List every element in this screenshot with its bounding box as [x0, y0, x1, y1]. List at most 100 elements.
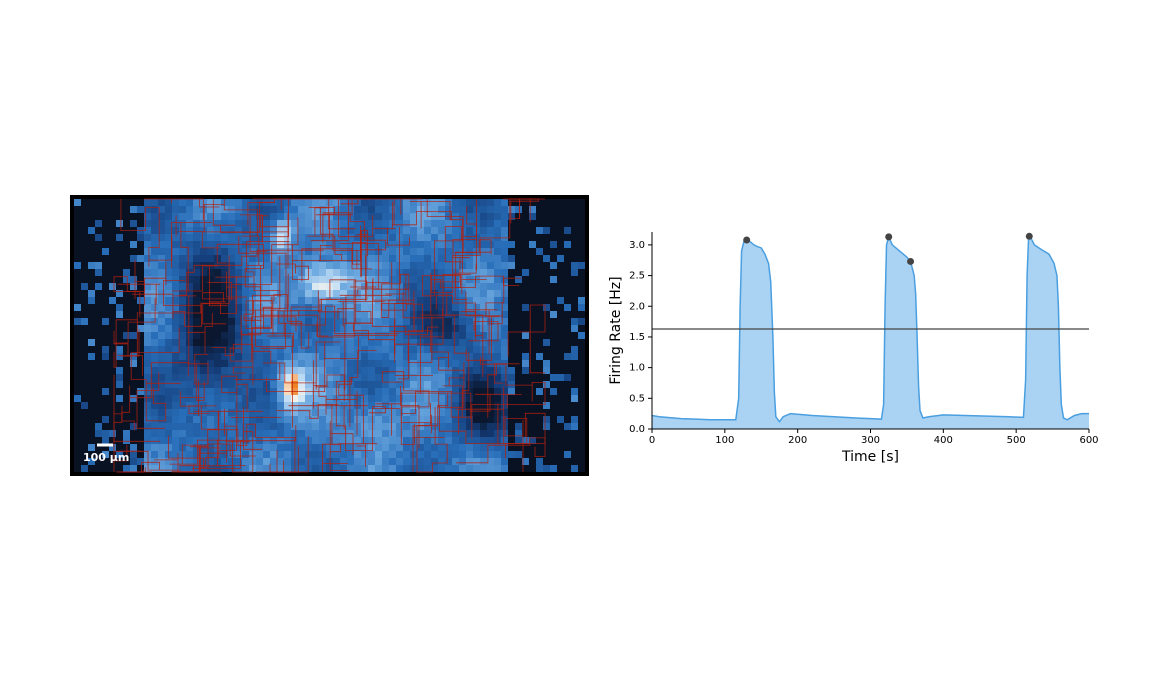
image-pixel: [529, 353, 536, 360]
image-pixel: [347, 248, 354, 255]
image-pixel: [172, 199, 179, 206]
image-pixel: [571, 248, 578, 255]
image-pixel: [480, 269, 487, 276]
image-pixel: [81, 437, 88, 444]
image-pixel: [431, 311, 438, 318]
image-pixel: [347, 346, 354, 353]
image-pixel: [347, 304, 354, 311]
image-pixel: [116, 402, 123, 409]
image-pixel: [445, 402, 452, 409]
image-pixel: [410, 458, 417, 465]
image-pixel: [137, 283, 144, 290]
image-pixel: [431, 416, 438, 423]
image-pixel: [172, 227, 179, 234]
image-pixel: [571, 311, 578, 318]
image-pixel: [109, 220, 116, 227]
image-pixel: [494, 381, 501, 388]
image-pixel: [494, 227, 501, 234]
image-pixel: [207, 381, 214, 388]
image-pixel: [361, 451, 368, 458]
image-pixel: [130, 332, 137, 339]
image-pixel: [354, 213, 361, 220]
image-pixel: [81, 367, 88, 374]
image-pixel: [473, 339, 480, 346]
image-pixel: [543, 437, 550, 444]
image-pixel: [368, 465, 375, 472]
image-pixel: [557, 332, 564, 339]
image-pixel: [172, 206, 179, 213]
image-pixel: [382, 325, 389, 332]
image-pixel: [347, 451, 354, 458]
image-pixel: [424, 234, 431, 241]
image-pixel: [319, 430, 326, 437]
image-pixel: [95, 290, 102, 297]
image-pixel: [207, 458, 214, 465]
image-pixel: [473, 360, 480, 367]
image-pixel: [438, 325, 445, 332]
image-pixel: [172, 339, 179, 346]
image-pixel: [424, 353, 431, 360]
image-pixel: [368, 269, 375, 276]
image-pixel: [179, 360, 186, 367]
image-pixel: [382, 248, 389, 255]
image-pixel: [88, 388, 95, 395]
image-pixel: [494, 374, 501, 381]
image-pixel: [340, 325, 347, 332]
image-pixel: [536, 416, 543, 423]
image-pixel: [515, 283, 522, 290]
image-pixel: [326, 206, 333, 213]
image-pixel: [298, 395, 305, 402]
image-pixel: [529, 430, 536, 437]
image-pixel: [578, 234, 585, 241]
image-pixel: [571, 206, 578, 213]
image-pixel: [431, 451, 438, 458]
image-pixel: [417, 409, 424, 416]
image-pixel: [522, 255, 529, 262]
image-pixel: [214, 360, 221, 367]
image-pixel: [270, 423, 277, 430]
image-pixel: [319, 283, 326, 290]
image-pixel: [326, 262, 333, 269]
image-pixel: [501, 304, 508, 311]
image-pixel: [144, 206, 151, 213]
image-pixel: [158, 360, 165, 367]
image-pixel: [263, 339, 270, 346]
image-pixel: [445, 437, 452, 444]
image-pixel: [165, 423, 172, 430]
image-pixel: [480, 220, 487, 227]
image-pixel: [88, 199, 95, 206]
image-pixel: [515, 311, 522, 318]
image-pixel: [557, 339, 564, 346]
image-pixel: [361, 360, 368, 367]
image-pixel: [228, 339, 235, 346]
image-pixel: [529, 402, 536, 409]
image-pixel: [74, 297, 81, 304]
image-pixel: [102, 297, 109, 304]
image-pixel: [375, 346, 382, 353]
image-pixel: [494, 388, 501, 395]
image-pixel: [578, 360, 585, 367]
image-pixel: [375, 367, 382, 374]
image-pixel: [256, 465, 263, 472]
image-pixel: [88, 437, 95, 444]
image-pixel: [88, 465, 95, 472]
image-pixel: [578, 276, 585, 283]
image-pixel: [102, 451, 109, 458]
image-pixel: [410, 374, 417, 381]
image-pixel: [116, 388, 123, 395]
image-pixel: [487, 395, 494, 402]
image-pixel: [361, 381, 368, 388]
image-pixel: [74, 269, 81, 276]
image-pixel: [459, 458, 466, 465]
image-pixel: [550, 388, 557, 395]
image-pixel: [102, 199, 109, 206]
image-pixel: [312, 444, 319, 451]
trace: [335, 381, 386, 451]
image-pixel: [536, 276, 543, 283]
image-pixel: [312, 458, 319, 465]
image-pixel: [515, 409, 522, 416]
image-pixel: [102, 206, 109, 213]
image-pixel: [578, 297, 585, 304]
image-pixel: [529, 304, 536, 311]
